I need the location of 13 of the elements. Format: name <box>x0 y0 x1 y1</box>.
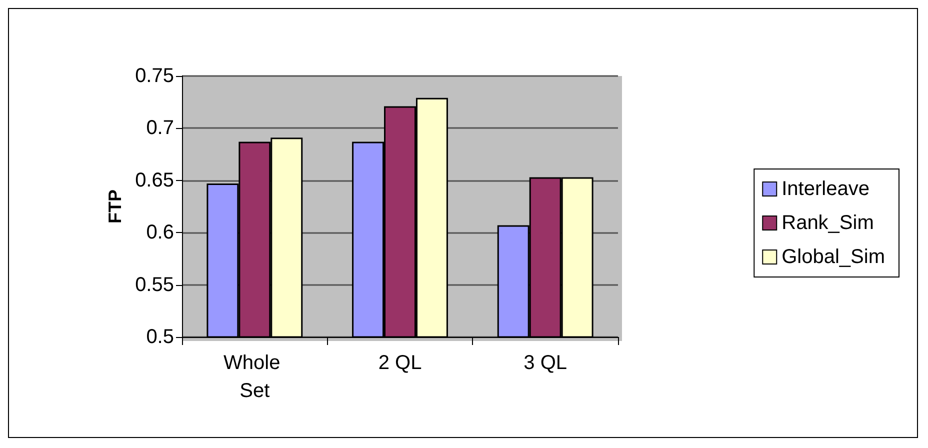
legend-label: Rank_Sim <box>782 212 874 234</box>
y-tick-label: 0.65 <box>135 169 174 192</box>
x-tick-label: 2 QL <box>378 352 422 374</box>
y-tick-label: 0.55 <box>135 274 174 296</box>
legend-label: Interleave <box>782 178 870 200</box>
legend-label: Global_Sim <box>782 246 886 268</box>
y-tick-label: 0.75 <box>135 65 174 87</box>
y-tick-label: 0.5 <box>146 326 174 348</box>
y-tick-label: 0.7 <box>146 117 174 140</box>
x-tick-label: 3 QL <box>524 352 568 374</box>
y-axis-title: FTP <box>105 190 125 224</box>
x-tick-label: Whole Set <box>224 352 286 402</box>
y-tick-label: 0.6 <box>146 222 174 244</box>
